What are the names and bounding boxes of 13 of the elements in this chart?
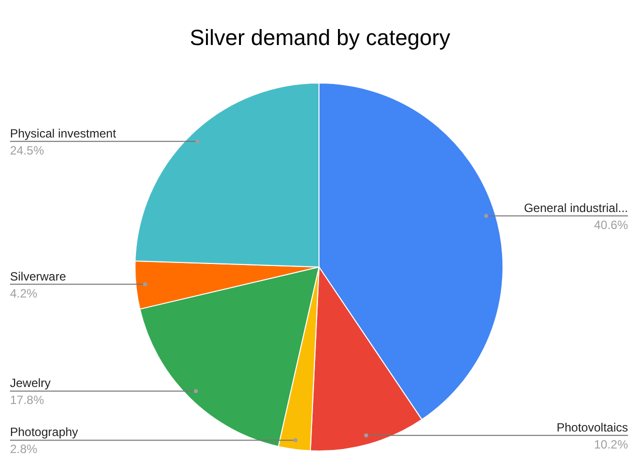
- data-label: 4.2%: [10, 286, 38, 300]
- slice-label: Photovoltaics: [556, 420, 628, 434]
- data-label: 24.5%: [10, 143, 44, 158]
- slice-label: Photography: [10, 425, 78, 440]
- slice-label: Physical investment: [10, 126, 117, 140]
- data-label: 2.8%: [10, 442, 38, 456]
- data-label: 40.6%: [594, 218, 628, 232]
- chart-title: Silver demand by category: [190, 25, 450, 50]
- slice-label: Silverware: [10, 269, 66, 284]
- data-label: 17.8%: [10, 393, 44, 408]
- data-label: 10.2%: [594, 437, 628, 452]
- slice-label: Jewelry: [10, 376, 51, 390]
- slice-label: General industrial...: [524, 200, 628, 215]
